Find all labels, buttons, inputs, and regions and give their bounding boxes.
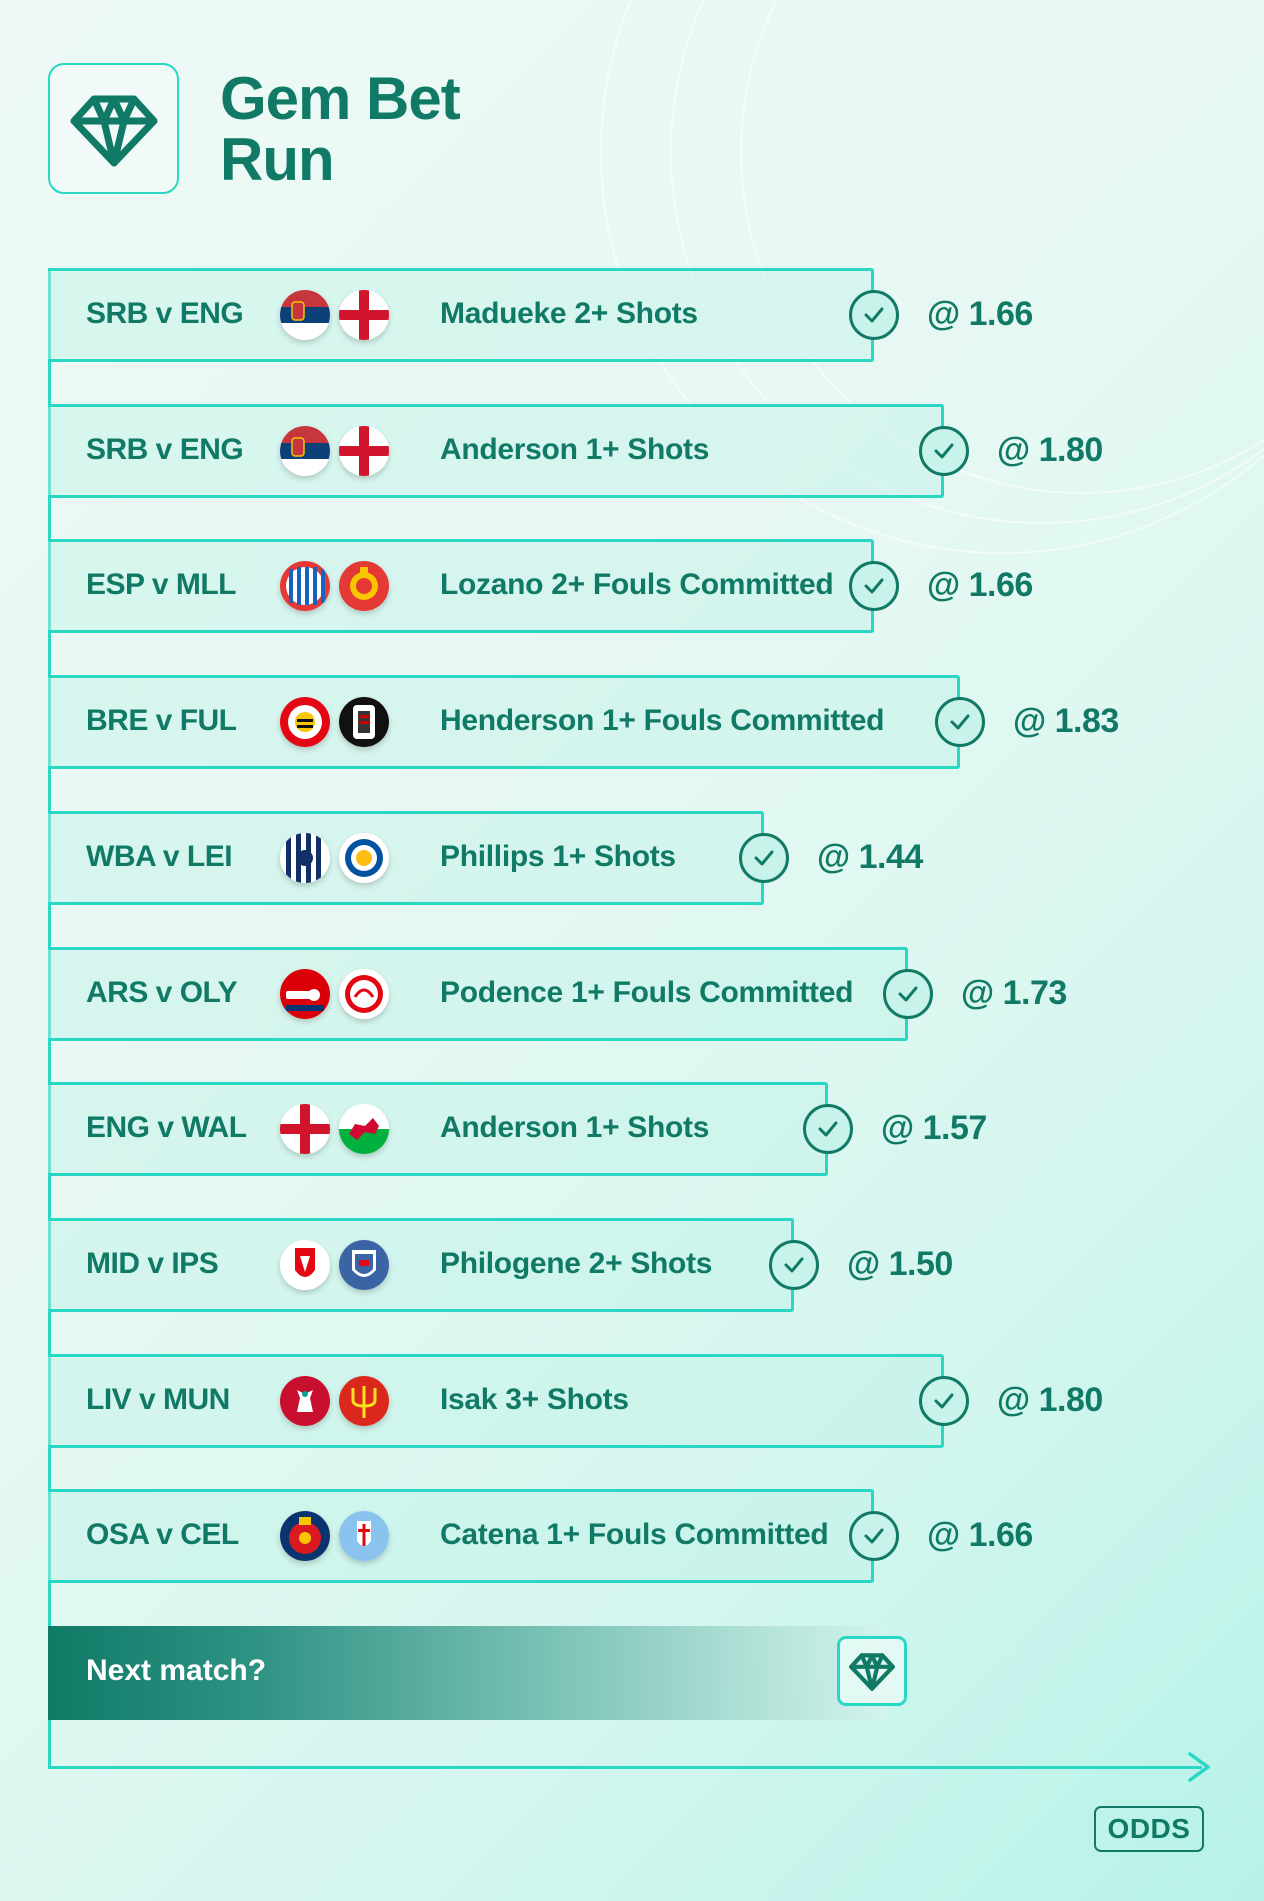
bet-odds: @ 1.50 — [847, 1245, 953, 1283]
bet-odds: @ 1.66 — [927, 566, 1033, 604]
checkmark-icon — [864, 307, 884, 323]
away-team-badge — [339, 290, 389, 340]
away-team-badge — [339, 697, 389, 747]
checkmark-icon — [898, 986, 918, 1002]
match-label: SRB v ENG — [86, 433, 244, 466]
bet-row[interactable] — [48, 675, 960, 769]
bet-selection: Lozano 2+ Fouls Committed — [440, 568, 834, 601]
gem-icon — [70, 95, 157, 166]
page-title: Gem Bet Run — [220, 65, 461, 193]
checkmark-icon — [864, 578, 884, 594]
bet-odds: @ 1.44 — [817, 838, 923, 876]
match-label: BRE v FUL — [86, 704, 237, 737]
home-team-badge — [280, 1104, 330, 1154]
match-label: ENG v WAL — [86, 1111, 247, 1144]
match-label: SRB v ENG — [86, 297, 244, 330]
match-label: OSA v CEL — [86, 1518, 239, 1551]
home-team-badge — [280, 969, 330, 1019]
bet-odds: @ 1.83 — [1013, 702, 1119, 740]
home-team-badge — [280, 697, 330, 747]
home-team-badge — [280, 1240, 330, 1290]
won-check-icon — [849, 1511, 899, 1561]
won-check-icon — [849, 561, 899, 611]
title-line-1: Gem Bet — [220, 65, 461, 132]
checkmark-icon — [784, 1257, 804, 1273]
bet-odds: @ 1.66 — [927, 1516, 1033, 1554]
next-gem-button[interactable] — [837, 1636, 907, 1706]
timeline-baseline — [48, 1766, 1202, 1769]
checkmark-icon — [950, 714, 970, 730]
bet-odds: @ 1.80 — [997, 1381, 1103, 1419]
gem-icon — [849, 1653, 895, 1691]
bet-row[interactable] — [48, 1082, 828, 1176]
away-team-badge — [339, 833, 389, 883]
checkmark-icon — [754, 850, 774, 866]
away-team-badge — [339, 1511, 389, 1561]
bet-selection: Henderson 1+ Fouls Committed — [440, 704, 885, 737]
home-team-badge — [280, 1511, 330, 1561]
bet-odds: @ 1.57 — [881, 1109, 987, 1147]
won-check-icon — [935, 697, 985, 747]
match-label: ESP v MLL — [86, 568, 236, 601]
bet-row[interactable] — [48, 1489, 874, 1583]
checkmark-icon — [864, 1528, 884, 1544]
won-check-icon — [849, 290, 899, 340]
arrow-right-icon — [1188, 1752, 1210, 1782]
bet-row[interactable] — [48, 404, 944, 498]
bet-row[interactable] — [48, 268, 874, 362]
bet-selection: Madueke 2+ Shots — [440, 297, 698, 330]
bet-selection: Phillips 1+ Shots — [440, 840, 676, 873]
bet-odds: @ 1.73 — [961, 974, 1067, 1012]
home-team-badge — [280, 426, 330, 476]
away-team-badge — [339, 969, 389, 1019]
next-match-bar[interactable] — [48, 1626, 888, 1720]
bet-row[interactable] — [48, 947, 908, 1041]
timeline-axis — [48, 268, 51, 1768]
away-team-badge — [339, 1376, 389, 1426]
away-team-badge — [339, 1104, 389, 1154]
odds-brand-logo: ODDS — [1094, 1806, 1204, 1852]
checkmark-icon — [818, 1121, 838, 1137]
bet-selection: Anderson 1+ Shots — [440, 1111, 710, 1144]
title-line-2: Run — [220, 126, 335, 193]
bet-row[interactable] — [48, 1218, 794, 1312]
away-team-badge — [339, 1240, 389, 1290]
won-check-icon — [883, 969, 933, 1019]
home-team-badge — [280, 561, 330, 611]
gem-logo — [48, 63, 179, 194]
match-label: ARS v OLY — [86, 976, 238, 1009]
home-team-badge — [280, 290, 330, 340]
bet-selection: Catena 1+ Fouls Committed — [440, 1518, 829, 1551]
bet-row[interactable] — [48, 811, 764, 905]
won-check-icon — [919, 426, 969, 476]
won-check-icon — [803, 1104, 853, 1154]
bet-selection: Philogene 2+ Shots — [440, 1247, 713, 1280]
won-check-icon — [769, 1240, 819, 1290]
bet-selection: Isak 3+ Shots — [440, 1383, 629, 1416]
home-team-badge — [280, 1376, 330, 1426]
next-match-label: Next match? — [86, 1654, 267, 1687]
bet-selection: Podence 1+ Fouls Committed — [440, 976, 854, 1009]
bet-row[interactable] — [48, 1354, 944, 1448]
won-check-icon — [739, 833, 789, 883]
checkmark-icon — [934, 443, 954, 459]
home-team-badge — [280, 833, 330, 883]
bet-odds: @ 1.80 — [997, 431, 1103, 469]
bet-row[interactable] — [48, 539, 874, 633]
bet-odds: @ 1.66 — [927, 295, 1033, 333]
checkmark-icon — [934, 1393, 954, 1409]
match-label: LIV v MUN — [86, 1383, 230, 1416]
bet-selection: Anderson 1+ Shots — [440, 433, 710, 466]
match-label: WBA v LEI — [86, 840, 233, 873]
away-team-badge — [339, 426, 389, 476]
away-team-badge — [339, 561, 389, 611]
won-check-icon — [919, 1376, 969, 1426]
match-label: MID v IPS — [86, 1247, 219, 1280]
